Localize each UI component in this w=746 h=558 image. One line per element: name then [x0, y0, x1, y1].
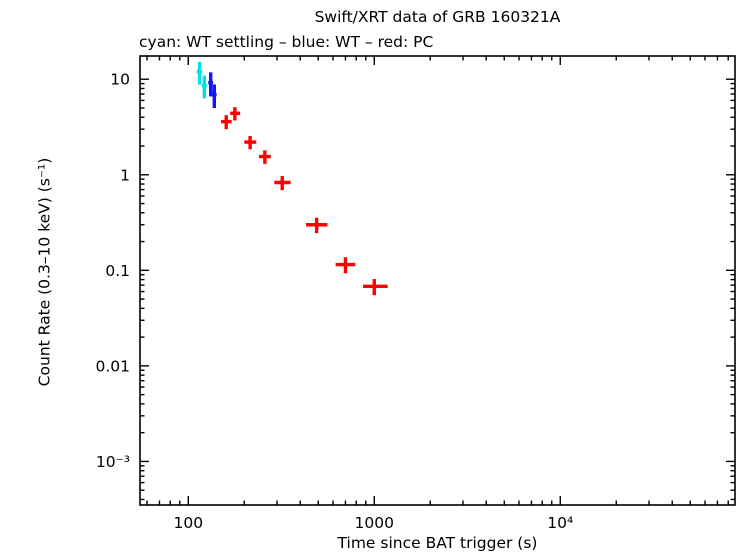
x-tick-label: 10⁴ [547, 514, 573, 532]
x-tick-label: 100 [173, 514, 203, 532]
x-axis-ticks [146, 56, 729, 505]
x-tick-label: 1000 [355, 514, 394, 532]
series-pc [221, 107, 388, 296]
x-axis-label: Time since BAT trigger (s) [337, 534, 538, 552]
y-tick-label: 10 [110, 71, 130, 89]
y-tick-label: 0.1 [105, 262, 130, 280]
y-tick-label: 1 [120, 166, 130, 184]
plot-title: Swift/XRT data of GRB 160321A [314, 8, 561, 26]
y-tick-label: 0.01 [95, 357, 130, 375]
plot-subtitle: cyan: WT settling – blue: WT – red: PC [139, 33, 434, 51]
plot-frame [139, 55, 736, 506]
series-wt-settling [196, 61, 207, 99]
y-axis-label: Count Rate (0.3–10 keV) (s⁻¹) [35, 157, 54, 387]
y-tick-label: 10⁻³ [96, 453, 130, 471]
series-wt [208, 72, 217, 108]
y-axis-ticks [140, 78, 735, 501]
